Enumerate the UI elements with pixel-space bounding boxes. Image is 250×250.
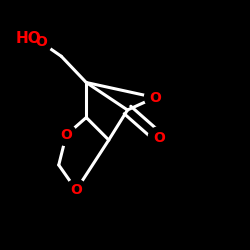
Circle shape (56, 124, 77, 146)
Text: O: O (60, 128, 72, 142)
Text: O: O (35, 36, 47, 50)
Circle shape (144, 87, 166, 108)
Text: O: O (149, 90, 161, 104)
Text: O: O (70, 183, 82, 197)
Circle shape (14, 24, 44, 54)
Circle shape (31, 32, 52, 53)
Circle shape (66, 180, 87, 201)
Circle shape (148, 127, 169, 148)
Text: O: O (153, 130, 165, 144)
Text: HO: HO (16, 31, 42, 46)
